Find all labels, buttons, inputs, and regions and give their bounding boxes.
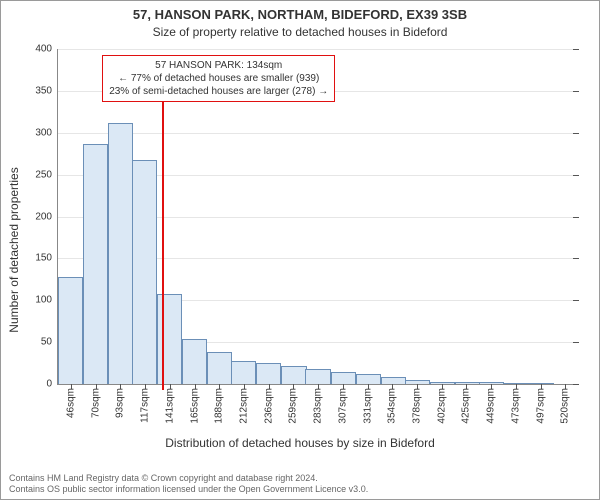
subject-callout: 57 HANSON PARK: 134sqm← 77% of detached … bbox=[102, 55, 335, 102]
histogram-bar bbox=[83, 144, 108, 384]
y-tick-label: 400 bbox=[35, 44, 58, 55]
callout-line: ← 77% of detached houses are smaller (93… bbox=[109, 72, 328, 85]
histogram-bar bbox=[58, 277, 83, 384]
y-tick-label: 150 bbox=[35, 253, 58, 264]
x-tick-label: 354sqm bbox=[387, 388, 398, 424]
y-tick-label: 350 bbox=[35, 85, 58, 96]
x-tick-label: 473sqm bbox=[511, 388, 522, 424]
histogram-bar bbox=[455, 382, 480, 384]
x-tick-label: 378sqm bbox=[412, 388, 423, 424]
x-tick-label: 117sqm bbox=[139, 388, 150, 423]
y-tick-label: 250 bbox=[35, 169, 58, 180]
x-tick-label: 449sqm bbox=[486, 388, 497, 424]
x-tick-label: 70sqm bbox=[90, 388, 101, 418]
y-tick-label: 0 bbox=[46, 379, 58, 390]
footer-line-1: Contains HM Land Registry data © Crown c… bbox=[9, 473, 368, 484]
footer-line-2: Contains OS public sector information li… bbox=[9, 484, 368, 495]
plot-area: 05010015020025030035040046sqm70sqm93sqm1… bbox=[57, 49, 578, 385]
histogram-bar bbox=[356, 374, 381, 384]
x-tick-label: 141sqm bbox=[164, 388, 175, 424]
y-tick-label: 200 bbox=[35, 211, 58, 222]
histogram-bar bbox=[157, 294, 182, 384]
histogram-bar bbox=[331, 372, 356, 384]
x-tick-label: 425sqm bbox=[461, 388, 472, 424]
callout-line: 57 HANSON PARK: 134sqm bbox=[109, 59, 328, 72]
histogram-bar bbox=[231, 361, 256, 384]
x-tick-label: 46sqm bbox=[65, 388, 76, 418]
callout-line: 23% of semi-detached houses are larger (… bbox=[109, 85, 328, 98]
histogram-bar bbox=[108, 123, 133, 384]
chart-container: 57, HANSON PARK, NORTHAM, BIDEFORD, EX39… bbox=[0, 0, 600, 500]
histogram-bar bbox=[207, 352, 232, 384]
x-tick-label: 236sqm bbox=[263, 388, 274, 424]
histogram-bar bbox=[281, 366, 306, 384]
y-axis-label: Number of detached properties bbox=[7, 167, 21, 332]
x-tick-label: 283sqm bbox=[313, 388, 324, 424]
attribution-footer: Contains HM Land Registry data © Crown c… bbox=[9, 473, 368, 496]
y-tick-mark bbox=[573, 384, 579, 385]
histogram-bar bbox=[305, 369, 330, 384]
x-tick-label: 520sqm bbox=[560, 388, 571, 424]
chart-title-subtitle: Size of property relative to detached ho… bbox=[1, 25, 599, 39]
x-tick-label: 402sqm bbox=[437, 388, 448, 424]
x-tick-label: 212sqm bbox=[238, 388, 249, 424]
x-tick-label: 331sqm bbox=[363, 388, 374, 424]
y-tick-label: 50 bbox=[41, 337, 58, 348]
x-tick-label: 307sqm bbox=[338, 388, 349, 424]
x-tick-label: 497sqm bbox=[536, 388, 547, 424]
histogram-bar bbox=[182, 339, 207, 384]
chart-title-address: 57, HANSON PARK, NORTHAM, BIDEFORD, EX39… bbox=[1, 7, 599, 22]
histogram-bar bbox=[381, 377, 406, 384]
histogram-bar bbox=[256, 363, 281, 384]
y-tick-label: 100 bbox=[35, 295, 58, 306]
subject-marker-line bbox=[162, 99, 164, 390]
y-tick-label: 300 bbox=[35, 127, 58, 138]
x-axis-label: Distribution of detached houses by size … bbox=[1, 436, 599, 450]
x-tick-label: 93sqm bbox=[114, 388, 125, 418]
x-tick-label: 259sqm bbox=[287, 388, 298, 424]
histogram-bar bbox=[132, 160, 157, 384]
x-tick-label: 165sqm bbox=[189, 388, 200, 424]
x-tick-label: 188sqm bbox=[213, 388, 224, 424]
